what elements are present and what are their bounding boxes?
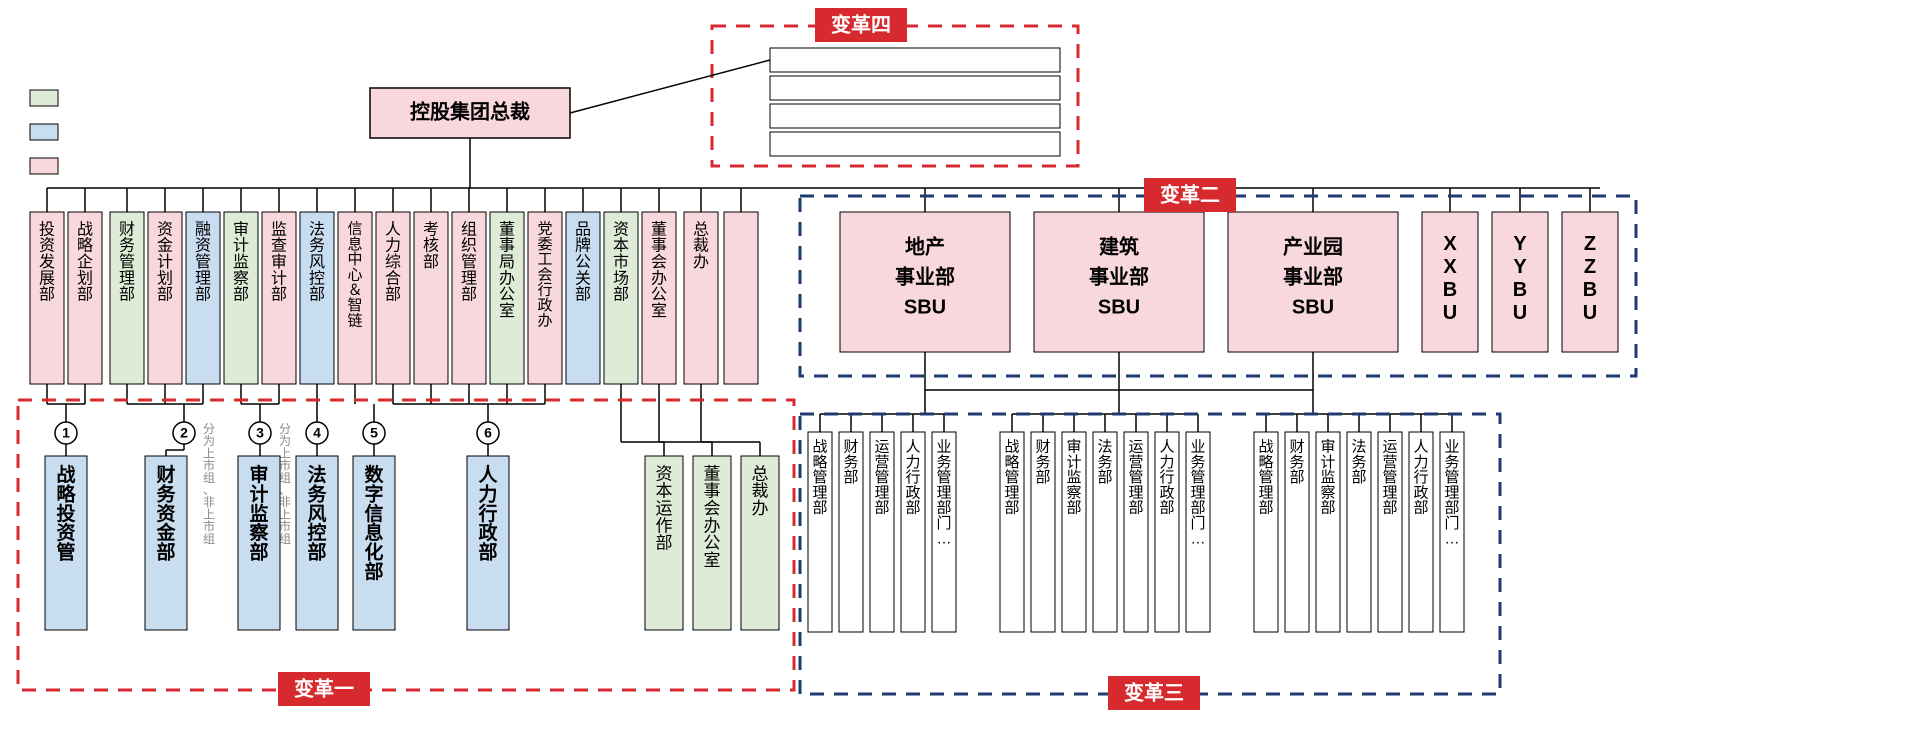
svg-text:董事局办公室: 董事局办公室 (499, 220, 515, 320)
svg-text:事业部: 事业部 (1089, 264, 1149, 288)
svg-text:法务风控部: 法务风控部 (309, 220, 325, 303)
svg-text:战略管理部: 战略管理部 (812, 439, 827, 517)
svg-text:事业部: 事业部 (1283, 264, 1343, 288)
svg-text:董事会办公室: 董事会办公室 (704, 464, 721, 570)
svg-text:人力行政部: 人力行政部 (1159, 439, 1174, 517)
svg-text:资金计划部: 资金计划部 (157, 220, 173, 303)
svg-text:人力综合部: 人力综合部 (385, 220, 401, 303)
svg-text:党委工会行政办: 党委工会行政办 (537, 221, 552, 330)
callout-label-3: 变革四 (831, 12, 891, 36)
svg-text:分为上市组、非上市组: 分为上市组、非上市组 (279, 422, 291, 546)
svg-text:战略管理部: 战略管理部 (1258, 439, 1273, 517)
svg-text:地产: 地产 (905, 234, 945, 258)
svg-text:审计监察部: 审计监察部 (233, 220, 249, 303)
svg-text:审计监察部: 审计监察部 (249, 463, 269, 564)
org-chart: 控股集团总裁投资发展部战略企划部财务管理部资金计划部融资管理部审计监察部监查审计… (0, 0, 1911, 752)
svg-text:人力行政部: 人力行政部 (1413, 439, 1428, 517)
svg-text:法务风控部: 法务风控部 (307, 463, 327, 564)
svg-text:财务部: 财务部 (843, 439, 858, 487)
svg-text:SBU: SBU (904, 296, 946, 318)
svg-text:运营管理部: 运营管理部 (1382, 439, 1397, 517)
svg-text:财务部: 财务部 (1289, 439, 1304, 487)
svg-text:董事会办公室: 董事会办公室 (651, 220, 667, 320)
svg-text:YYBU: YYBU (1513, 233, 1528, 324)
svg-text:法务部: 法务部 (1351, 439, 1366, 487)
svg-text:考核部: 考核部 (423, 220, 439, 271)
svg-text:总裁办: 总裁办 (752, 464, 769, 518)
svg-text:财务管理部: 财务管理部 (119, 220, 135, 303)
root-label: 控股集团总裁 (410, 99, 530, 123)
svg-text:运营管理部: 运营管理部 (1128, 439, 1143, 517)
callout-label-0: 变革一 (294, 676, 354, 700)
svg-text:组织管理部: 组织管理部 (461, 220, 477, 303)
svg-text:XXBU: XXBU (1443, 233, 1458, 324)
svg-text:数字信息化部: 数字信息化部 (364, 463, 384, 583)
callout-label-1: 变革二 (1160, 182, 1220, 206)
svg-text:法务部: 法务部 (1097, 439, 1112, 487)
svg-text:业务管理部门…: 业务管理部门… (936, 439, 951, 548)
svg-text:人力行政部: 人力行政部 (477, 464, 498, 564)
svg-text:建筑: 建筑 (1099, 234, 1139, 258)
svg-text:总裁办: 总裁办 (693, 220, 709, 271)
legend-swatch-green (30, 90, 58, 106)
svg-text:业务管理部门…: 业务管理部门… (1190, 439, 1205, 548)
legend-swatch-pink (30, 158, 58, 174)
svg-text:监查审计部: 监查审计部 (271, 220, 287, 303)
svg-text:ZZBU: ZZBU (1583, 233, 1597, 324)
svg-text:信息中心＆智链: 信息中心＆智链 (347, 221, 362, 330)
callout-label-2: 变革三 (1124, 680, 1184, 704)
svg-text:财务资金部: 财务资金部 (155, 463, 176, 564)
svg-text:运营管理部: 运营管理部 (874, 439, 889, 517)
svg-text:资本运作部: 资本运作部 (656, 464, 673, 552)
svg-text:分为上市组、非上市组: 分为上市组、非上市组 (203, 422, 215, 546)
svg-text:审计监察部: 审计监察部 (1066, 439, 1081, 517)
svg-text:资本市场部: 资本市场部 (613, 220, 629, 303)
svg-text:战略企划部: 战略企划部 (77, 220, 93, 303)
svg-text:SBU: SBU (1098, 296, 1140, 318)
svg-text:审计监察部: 审计监察部 (1320, 439, 1335, 517)
svg-text:业务管理部门…: 业务管理部门… (1444, 439, 1459, 548)
svg-text:战略投资管: 战略投资管 (56, 464, 76, 564)
svg-text:SBU: SBU (1292, 296, 1334, 318)
svg-text:财务部: 财务部 (1035, 439, 1050, 487)
svg-text:产业园: 产业园 (1283, 234, 1343, 258)
callout-frame-3 (712, 26, 1078, 166)
svg-text:人力行政部: 人力行政部 (905, 439, 920, 517)
svg-text:品牌公关部: 品牌公关部 (575, 221, 591, 303)
legend-swatch-blue (30, 124, 58, 140)
svg-text:5: 5 (370, 425, 378, 441)
svg-text:6: 6 (484, 425, 492, 441)
svg-text:3: 3 (256, 425, 264, 441)
svg-text:融资管理部: 融资管理部 (195, 220, 211, 303)
svg-text:投资发展部: 投资发展部 (39, 220, 55, 303)
dept-18 (724, 212, 758, 384)
svg-text:战略管理部: 战略管理部 (1004, 439, 1019, 517)
svg-text:2: 2 (180, 425, 188, 441)
svg-text:1: 1 (62, 425, 70, 441)
svg-text:事业部: 事业部 (895, 264, 955, 288)
svg-text:4: 4 (313, 425, 321, 441)
